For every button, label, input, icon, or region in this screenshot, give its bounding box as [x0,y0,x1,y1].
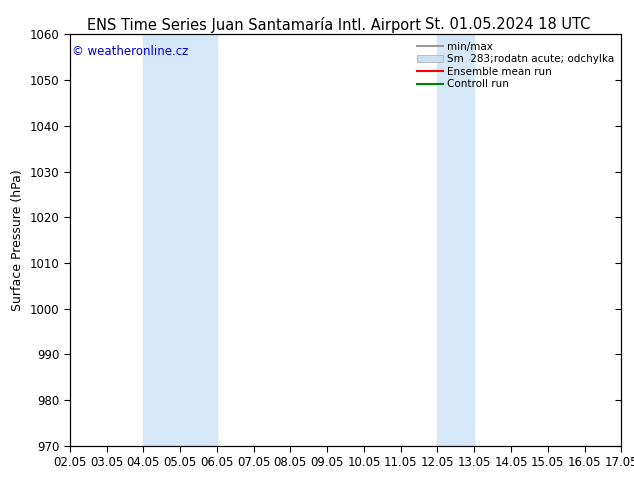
Bar [437,34,474,446]
Text: © weatheronline.cz: © weatheronline.cz [72,45,189,58]
Bar [143,34,217,446]
Text: ENS Time Series Juan Santamaría Intl. Airport: ENS Time Series Juan Santamaría Intl. Ai… [87,17,420,33]
Legend: min/max, Sm  283;rodatn acute; odchylka, Ensemble mean run, Controll run: min/max, Sm 283;rodatn acute; odchylka, … [415,40,616,92]
Title: ENS Time Series Juan Santamaría Intl. Airport        St. 01.05.2024 18 UTC: ENS Time Series Juan Santamaría Intl. Ai… [0,489,1,490]
Y-axis label: Surface Pressure (hPa): Surface Pressure (hPa) [11,169,24,311]
Text: St. 01.05.2024 18 UTC: St. 01.05.2024 18 UTC [425,17,590,32]
